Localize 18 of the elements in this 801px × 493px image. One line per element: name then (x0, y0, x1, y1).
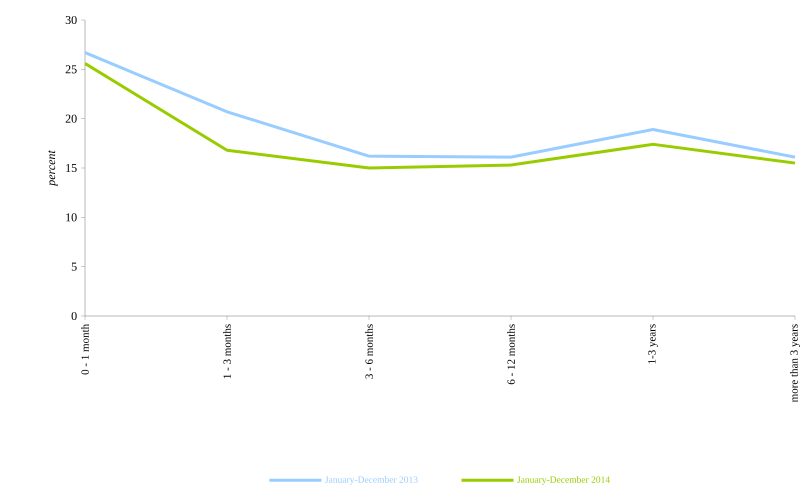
y-tick-label: 30 (66, 16, 77, 24)
line-series (84, 62, 797, 170)
text: January-December 2014 (517, 476, 610, 485)
y-tick-label: 5 (72, 262, 77, 271)
y-tick-label: 15 (66, 164, 77, 172)
y-tick-label: 25 (66, 65, 77, 74)
x-tick-label: 1-3 years (648, 324, 658, 364)
x-tick-label: 0 - 1 month (81, 324, 89, 374)
text: January-December 2013 (325, 476, 418, 485)
y-tick-label: 10 (66, 213, 77, 222)
x-tick-label: 3 - 6 months (365, 324, 373, 379)
line-series (84, 51, 797, 159)
x-tick-label: more than 3 years (790, 324, 800, 402)
x-tick-label: 6 - 12 months (507, 324, 515, 384)
y-tick-label: 20 (66, 114, 77, 123)
x-tick-label: 1 - 3 months (223, 324, 231, 378)
y-tick-label: 0 (72, 312, 77, 320)
y-axis-title: percent (48, 150, 58, 186)
